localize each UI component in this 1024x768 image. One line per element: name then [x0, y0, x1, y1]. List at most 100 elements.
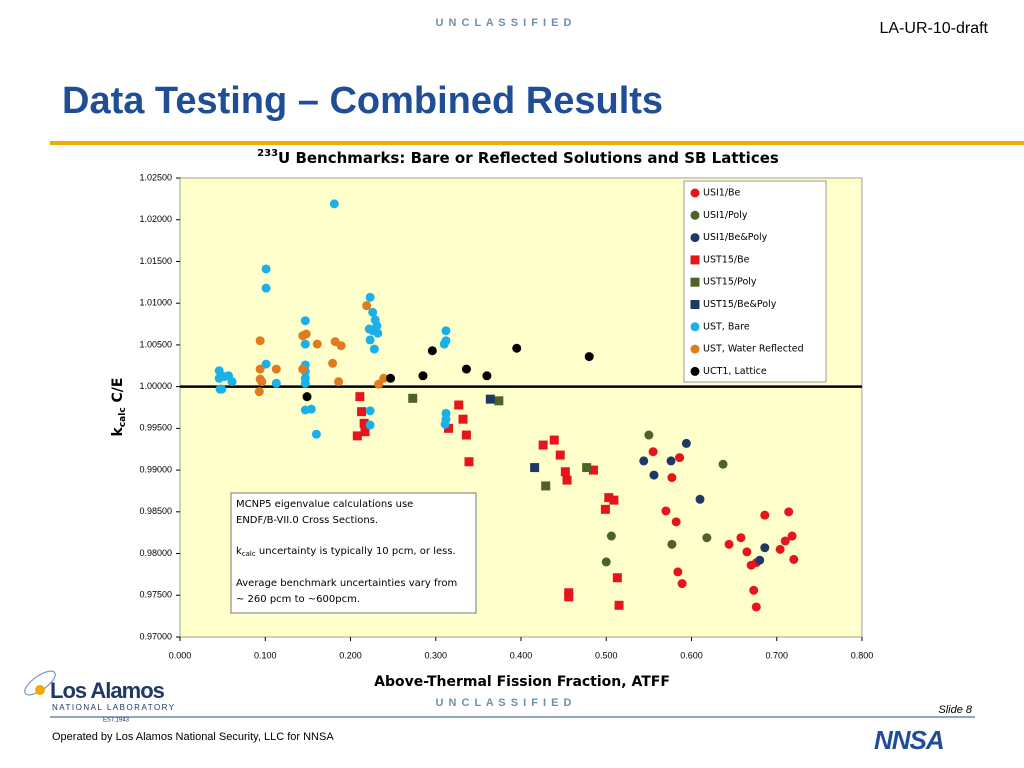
annotation-line: ~ 260 pcm to ~600pcm.	[236, 594, 360, 605]
point	[373, 328, 383, 338]
point	[300, 378, 310, 388]
slide-title: Data Testing – Combined Results	[62, 80, 663, 122]
point	[695, 494, 705, 504]
legend-label: UST15/Be	[703, 254, 750, 265]
lanl-logo: Los Alamos NATIONAL LABORATORY EST.1943	[24, 670, 176, 724]
nnsa-logo: NNSA	[874, 725, 945, 755]
point	[365, 420, 375, 430]
point	[555, 450, 565, 460]
point	[261, 359, 271, 369]
point	[649, 470, 659, 480]
point	[784, 507, 794, 517]
point	[364, 324, 374, 334]
point	[666, 456, 676, 466]
point	[671, 517, 681, 527]
y-tick-label: 0.98500	[139, 506, 172, 516]
point	[439, 339, 449, 349]
logo-dot	[35, 685, 45, 695]
point	[261, 283, 271, 293]
point	[368, 307, 378, 317]
y-label-sub: calc	[118, 407, 128, 427]
point	[606, 531, 616, 541]
y-tick-label: 0.97500	[139, 590, 172, 600]
point	[255, 336, 265, 346]
point	[482, 371, 492, 381]
point	[541, 481, 551, 491]
legend-marker	[690, 277, 700, 287]
point	[562, 475, 572, 485]
x-axis-label: Above-Thermal Fission Fraction, ATFF	[374, 674, 670, 690]
annotation-k: k	[236, 546, 242, 557]
point	[600, 504, 610, 514]
point	[512, 343, 522, 353]
x-tick-label: 0.800	[851, 650, 874, 660]
point	[312, 339, 322, 349]
y-tick-label: 1.02000	[139, 214, 172, 224]
point	[718, 459, 728, 469]
annotation-line: Average benchmark uncertainties vary fro…	[236, 578, 457, 589]
point	[379, 373, 389, 383]
point	[255, 364, 265, 374]
point	[538, 440, 548, 450]
point	[418, 371, 428, 381]
point	[461, 430, 471, 440]
doc-id: LA-UR-10-draft	[880, 20, 989, 37]
point	[254, 387, 264, 397]
point	[724, 539, 734, 549]
point	[648, 447, 658, 457]
point	[584, 352, 594, 362]
point	[604, 493, 614, 503]
point	[301, 329, 311, 339]
x-tick-label: 0.300	[424, 650, 447, 660]
y-tick-label: 1.02500	[139, 172, 172, 182]
classification: U N C L A S S I F I E D	[436, 17, 573, 29]
point	[271, 364, 281, 374]
point	[227, 377, 237, 387]
legend-marker	[690, 366, 700, 376]
logo-est: EST.1943	[103, 718, 130, 724]
point	[549, 435, 559, 445]
title-rule	[50, 141, 1024, 145]
point	[427, 346, 437, 356]
point	[300, 316, 310, 326]
point	[360, 427, 370, 437]
annotation-sub: calc	[242, 550, 256, 558]
point	[702, 533, 712, 543]
y-tick-label: 0.98000	[139, 548, 172, 558]
point	[485, 394, 495, 404]
point	[336, 341, 346, 351]
point	[355, 392, 365, 402]
legend-marker	[690, 210, 700, 220]
point	[787, 531, 797, 541]
logo-text: Los Alamos	[50, 678, 165, 703]
point	[261, 264, 271, 274]
legend-marker	[690, 300, 700, 309]
point	[374, 379, 384, 389]
y-tick-label: 1.01000	[139, 298, 172, 308]
point	[755, 555, 765, 565]
nnsa-text: NNSA	[874, 725, 944, 755]
x-tick-label: 0.700	[765, 650, 788, 660]
y-label-rest: C/E	[110, 378, 126, 408]
logo-subtext: NATIONAL LABORATORY	[52, 703, 176, 712]
point	[365, 292, 375, 302]
point	[386, 373, 396, 383]
point	[560, 467, 570, 477]
point	[306, 404, 316, 414]
point	[780, 536, 790, 546]
point	[257, 377, 267, 387]
point	[458, 414, 468, 424]
point	[444, 423, 454, 433]
annotation-line: MCNP5 eigenvalue calculations use	[236, 499, 413, 510]
point	[789, 554, 799, 564]
y-tick-label: 1.00000	[139, 381, 172, 391]
chart-title: 233U Benchmarks: Bare or Reflected Solut…	[257, 148, 779, 167]
annotation-line: kcalc uncertainty is typically 10 pcm, o…	[236, 546, 456, 558]
legend-marker	[690, 322, 700, 332]
point	[673, 567, 683, 577]
classification-footer: U N C L A S S I F I E D	[436, 697, 573, 709]
point	[494, 396, 504, 406]
legend-marker	[690, 255, 700, 265]
point	[644, 430, 654, 440]
